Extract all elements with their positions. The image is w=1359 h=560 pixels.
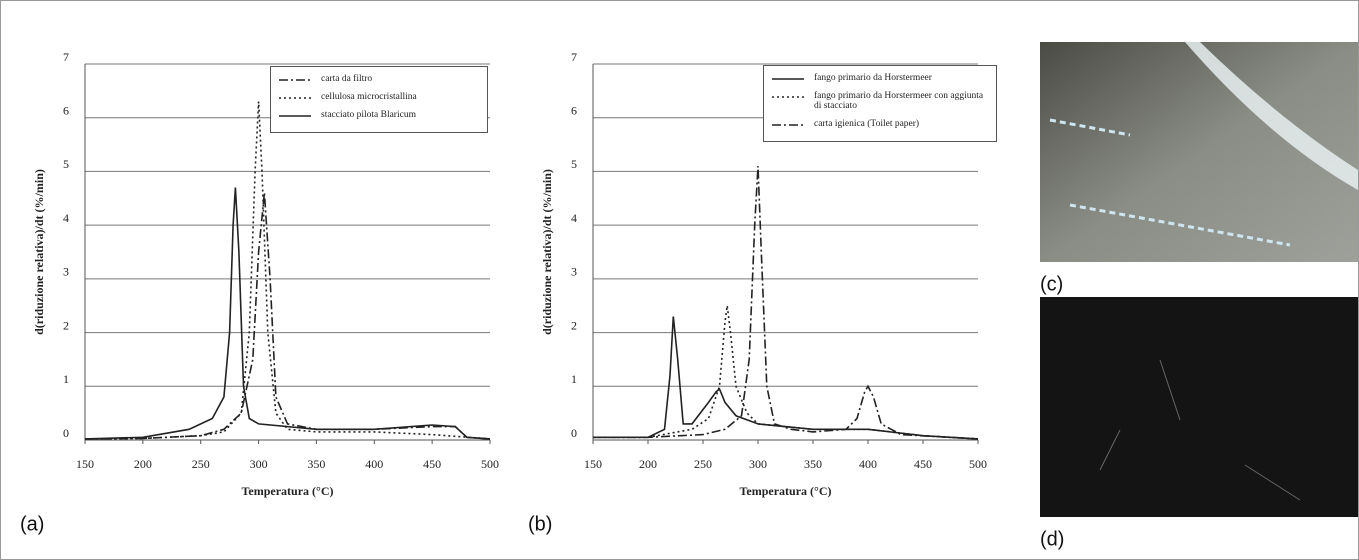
- fiber: [1185, 42, 1358, 190]
- legend-swatch: [772, 96, 804, 98]
- x-tick-label: 300: [250, 457, 268, 471]
- line: [593, 305, 979, 440]
- line: [593, 316, 979, 440]
- legend-label: fango primario da Horstermeer con aggiun…: [814, 91, 984, 111]
- legend-swatch: [772, 78, 804, 80]
- photo-d: [1040, 297, 1358, 517]
- y-tick-label: 6: [571, 103, 577, 117]
- y-tick-label: 4: [571, 211, 577, 225]
- x-axis-title: Temperatura (°C): [739, 484, 831, 498]
- x-tick-label: 400: [859, 457, 877, 471]
- legend-entry: stacciato pilota Blaricum: [277, 110, 481, 120]
- legend-entry: fango primario da Horstermeer con aggiun…: [770, 91, 990, 111]
- panel-label: (a): [20, 513, 44, 535]
- x-tick-label: 200: [134, 457, 152, 471]
- legend-label: fango primario da Horstermeer: [814, 73, 932, 83]
- panel-label: (c): [1040, 273, 1063, 295]
- y-tick-label: 3: [571, 265, 577, 279]
- legend-entry: carta da filtro: [277, 74, 481, 84]
- x-tick-label: 250: [192, 457, 210, 471]
- x-tick-label: 200: [639, 457, 657, 471]
- y-tick-label: 2: [63, 318, 69, 332]
- y-tick-label: 1: [571, 372, 577, 386]
- x-tick-label: 350: [804, 457, 822, 471]
- x-tick-label: 500: [969, 457, 987, 471]
- legend: carta da filtro cellulosa microcristallin…: [270, 66, 488, 133]
- y-tick-label: 5: [571, 157, 577, 171]
- legend: fango primario da Horstermeer fango prima…: [763, 65, 997, 142]
- legend-swatch: [279, 115, 311, 117]
- panel-label: (d): [1040, 528, 1064, 550]
- line: [84, 187, 491, 440]
- y-tick-label: 4: [63, 211, 69, 225]
- legend-label: cellulosa microcristallina: [321, 92, 417, 102]
- line: [593, 166, 979, 440]
- y-tick-label: 3: [63, 265, 69, 279]
- x-tick-label: 150: [584, 457, 602, 471]
- x-tick-label: 250: [694, 457, 712, 471]
- y-tick-label: 6: [63, 103, 69, 117]
- x-tick-label: 400: [365, 457, 383, 471]
- legend-label: carta igienica (Toilet paper): [814, 119, 920, 129]
- x-tick-label: 450: [914, 457, 932, 471]
- y-tick-label: 7: [63, 50, 69, 64]
- legend-swatch: [279, 97, 311, 99]
- fiber: [1049, 118, 1291, 247]
- line: [84, 101, 491, 440]
- y-tick-label: 0: [63, 426, 69, 440]
- y-axis-title: d(riduzione relativa)/dt (%/min): [540, 169, 554, 335]
- y-tick-label: 5: [63, 157, 69, 171]
- y-tick-label: 7: [571, 50, 577, 64]
- x-tick-label: 150: [76, 457, 94, 471]
- y-axis-title: d(riduzione relativa)/dt (%/min): [32, 169, 46, 335]
- panel-label: (b): [528, 513, 552, 535]
- x-axis-title: Temperatura (°C): [241, 484, 333, 498]
- legend-label: carta da filtro: [321, 74, 373, 84]
- x-tick-label: 300: [749, 457, 767, 471]
- x-tick-label: 350: [307, 457, 325, 471]
- y-tick-label: 1: [63, 372, 69, 386]
- legend-label: stacciato pilota Blaricum: [321, 110, 416, 120]
- legend-swatch: [772, 124, 804, 126]
- legend-entry: fango primario da Horstermeer: [770, 73, 990, 83]
- fiber: [1099, 359, 1301, 501]
- legend-entry: cellulosa microcristallina: [277, 92, 481, 102]
- legend-swatch: [279, 79, 311, 81]
- y-tick-label: 0: [571, 426, 577, 440]
- legend-entry: carta igienica (Toilet paper): [770, 119, 990, 129]
- line: [84, 192, 491, 440]
- y-tick-label: 2: [571, 318, 577, 332]
- x-tick-label: 500: [481, 457, 499, 471]
- x-tick-label: 450: [423, 457, 441, 471]
